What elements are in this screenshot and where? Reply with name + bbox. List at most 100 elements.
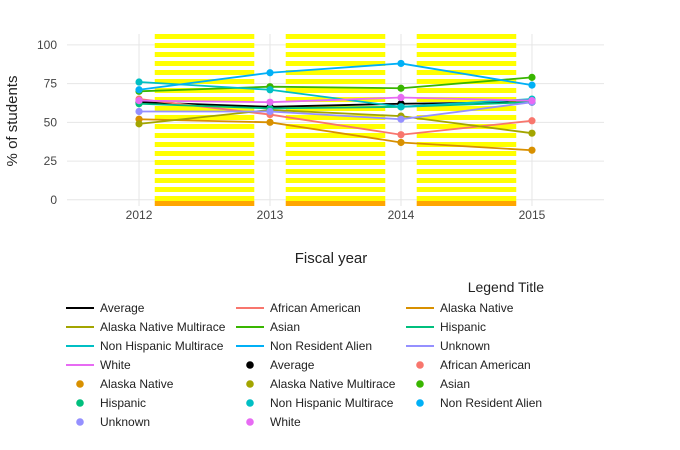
legend-item-line-average: Average: [66, 301, 145, 315]
legend-item-point-hispanic: Hispanic: [76, 396, 146, 410]
data-point-white: [135, 97, 143, 105]
band-stripe: [416, 160, 517, 165]
legend-label: Asian: [270, 320, 300, 334]
x-tick-label: 2012: [126, 208, 153, 222]
data-point-unknown: [135, 107, 143, 116]
band-stripe: [285, 88, 386, 93]
legend-item-line-white: White: [66, 358, 131, 372]
band-stripe: [285, 142, 386, 147]
legend-point-swatch: [416, 380, 424, 388]
y-tick-label: 100: [37, 38, 57, 52]
data-point-non-resident-alien: [135, 86, 143, 94]
legend-item-point-asian: Asian: [416, 377, 470, 391]
band-stripe: [416, 34, 517, 39]
legend-label: Average: [270, 358, 315, 372]
legend-point-swatch: [76, 399, 84, 407]
data-point-asian: [528, 73, 536, 81]
band-stripe: [154, 88, 255, 93]
legend-item-point-non-hispanic-multirace: Non Hispanic Multirace: [246, 396, 394, 410]
series-line-alaska-native: [139, 118, 533, 152]
legend-point-swatch: [246, 380, 254, 388]
band-stripe: [285, 79, 386, 84]
series-line-hispanic: [139, 101, 532, 110]
y-tick-label: 0: [50, 193, 57, 207]
band-stripe: [416, 115, 517, 120]
series-line-alaska-native-multirace: [138, 109, 533, 135]
band-stripe: [154, 52, 255, 57]
legend-label: Hispanic: [440, 320, 486, 334]
band-stripe: [285, 187, 386, 192]
legend-item-point-alaska-native: Alaska Native: [76, 377, 174, 391]
band-stripe: [154, 97, 255, 102]
band-stripe: [416, 178, 517, 183]
legend-item-point-white: White: [246, 415, 301, 429]
data-point-white: [397, 93, 405, 102]
legend-label: Non Resident Alien: [440, 396, 542, 410]
legend-point-swatch: [416, 399, 424, 407]
legend-item-line-alaska-native-multirace: Alaska Native Multirace: [66, 320, 226, 334]
legend-point-swatch: [246, 399, 254, 407]
band-stripe: [416, 52, 517, 57]
band-stripe: [285, 115, 386, 120]
band-stripe: [416, 43, 517, 48]
legend-label: Unknown: [100, 415, 150, 429]
data-point-alaska-native: [528, 146, 536, 154]
data-point-alaska-native: [397, 138, 405, 147]
legend-label: African American: [440, 358, 531, 372]
band-stripe: [416, 88, 517, 93]
data-point-african-american: [397, 131, 405, 139]
legend-item-line-hispanic: Hispanic: [406, 320, 486, 334]
band-stripe: [154, 151, 255, 156]
band-stripe: [285, 43, 386, 48]
legend-label: Asian: [440, 377, 470, 391]
band-stripe: [285, 61, 386, 66]
data-point-non-resident-alien: [266, 69, 274, 77]
legend-label: White: [100, 358, 131, 372]
band-stripe: [416, 169, 517, 174]
legend-label: Hispanic: [100, 396, 146, 410]
series-line-asian: [139, 76, 533, 93]
y-tick-label: 75: [44, 77, 58, 91]
legend-label: Unknown: [440, 339, 490, 353]
band-stripe: [285, 196, 386, 201]
series-line-non-hispanic-multirace: [138, 81, 533, 108]
band-stripe: [154, 34, 255, 39]
legend: Average African American Alaska Native Alas…: [66, 301, 542, 429]
legend-item-point-unknown: Unknown: [76, 415, 150, 429]
data-point-non-hispanic-multirace: [266, 86, 274, 94]
legend-title: Legend Title: [468, 279, 544, 295]
band-stripe: [154, 43, 255, 48]
y-tick-label: 50: [44, 115, 58, 129]
band-stripe: [285, 160, 386, 165]
legend-item-line-non-resident-alien: Non Resident Alien: [236, 339, 372, 353]
band-stripe: [416, 70, 517, 75]
legend-item-point-alaska-native-multirace: Alaska Native Multirace: [246, 377, 396, 391]
band-base: [416, 201, 517, 206]
band-stripe: [285, 124, 386, 129]
data-point-non-resident-alien: [528, 81, 536, 89]
data-point-alaska-native-multirace: [528, 129, 536, 137]
legend-point-swatch: [76, 380, 84, 388]
legend-label: Alaska Native: [440, 301, 514, 315]
axis-ticks: 0 25 50 75 100 2012 2013 2014 2015: [37, 38, 546, 222]
band-stripe: [154, 169, 255, 174]
band-stripe: [416, 196, 517, 201]
legend-point-swatch: [246, 418, 254, 426]
legend-label: Alaska Native Multirace: [270, 377, 396, 391]
legend-item-line-asian: Asian: [236, 320, 300, 334]
series-lines: [138, 62, 533, 152]
data-point-white: [528, 97, 536, 105]
x-tick-label: 2013: [257, 208, 284, 222]
shaded-band: [416, 34, 517, 206]
data-point-non-resident-alien: [397, 59, 405, 68]
legend-label: African American: [270, 301, 361, 315]
band-stripe: [416, 187, 517, 192]
band-stripe: [154, 106, 255, 111]
series-line-unknown: [139, 101, 533, 121]
band-stripe: [416, 142, 517, 147]
series-points: [135, 59, 536, 154]
data-point-african-american: [528, 117, 536, 125]
legend-label: Non Hispanic Multirace: [100, 339, 224, 353]
band-stripe: [416, 79, 517, 84]
